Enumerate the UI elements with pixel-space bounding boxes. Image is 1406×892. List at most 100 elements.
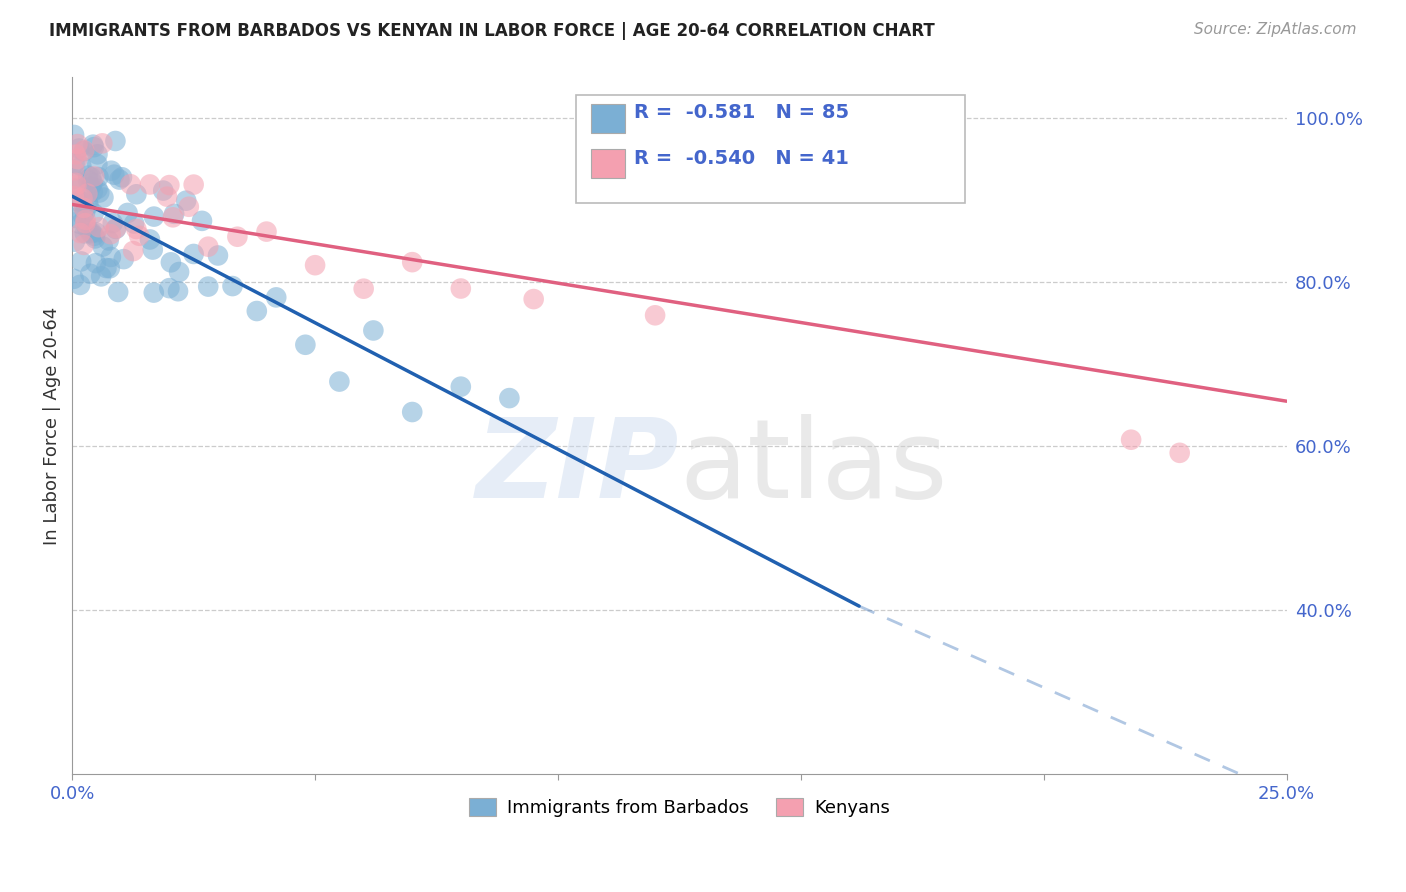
Point	[86, 182, 108, 196]
Point	[191, 214, 214, 228]
Point	[89, 186, 111, 200]
Point	[97, 234, 120, 248]
Legend: Immigrants from Barbados, Kenyans: Immigrants from Barbados, Kenyans	[463, 790, 897, 824]
Point	[401, 255, 423, 269]
Point	[112, 252, 135, 266]
Point	[142, 285, 165, 300]
Point	[73, 205, 96, 219]
Point	[79, 180, 101, 194]
Point	[90, 269, 112, 284]
Point	[80, 170, 103, 185]
Point	[86, 147, 108, 161]
Point	[101, 216, 124, 230]
Point	[207, 248, 229, 262]
Bar	[591, 149, 624, 178]
Point	[177, 200, 200, 214]
Point	[65, 176, 87, 190]
Point	[142, 243, 165, 257]
Point	[72, 191, 94, 205]
Point	[63, 128, 86, 142]
Point	[363, 323, 385, 337]
Point	[644, 308, 666, 322]
Point	[197, 279, 219, 293]
Point	[221, 279, 243, 293]
Point	[122, 217, 145, 231]
Point	[152, 184, 174, 198]
Point	[104, 134, 127, 148]
Point	[79, 267, 101, 281]
Point	[128, 228, 150, 243]
FancyBboxPatch shape	[576, 95, 965, 202]
Point	[73, 227, 96, 241]
Point	[91, 239, 114, 253]
Point	[450, 379, 472, 393]
Point	[84, 225, 107, 239]
Point	[498, 391, 520, 405]
Point	[197, 240, 219, 254]
Point	[75, 216, 97, 230]
Point	[76, 186, 98, 201]
Point	[65, 178, 87, 193]
Point	[63, 157, 86, 171]
Point	[66, 194, 89, 208]
Point	[87, 220, 110, 235]
Point	[83, 140, 105, 154]
Point	[69, 217, 91, 231]
Point	[77, 169, 100, 183]
Point	[103, 168, 125, 182]
Point	[83, 228, 105, 243]
Point	[77, 198, 100, 212]
Point	[82, 176, 104, 190]
Point	[246, 304, 269, 318]
Point	[157, 281, 180, 295]
Point	[83, 169, 105, 184]
Text: Source: ZipAtlas.com: Source: ZipAtlas.com	[1194, 22, 1357, 37]
Point	[66, 137, 89, 152]
Point	[139, 178, 162, 192]
Point	[167, 284, 190, 298]
Point	[156, 189, 179, 203]
Point	[67, 141, 90, 155]
Point	[84, 256, 107, 270]
Point	[226, 229, 249, 244]
Point	[62, 172, 84, 186]
Point	[73, 238, 96, 252]
Text: R =  -0.581   N = 85: R = -0.581 N = 85	[634, 103, 849, 122]
Point	[105, 221, 128, 235]
Point	[70, 254, 93, 268]
Point	[523, 292, 546, 306]
Point	[65, 211, 87, 225]
Point	[62, 189, 84, 203]
Point	[125, 222, 148, 236]
Point	[100, 250, 122, 264]
Point	[256, 225, 278, 239]
Point	[264, 290, 287, 304]
Point	[63, 235, 86, 249]
Point	[183, 247, 205, 261]
Point	[100, 163, 122, 178]
Point	[69, 226, 91, 240]
Point	[76, 220, 98, 235]
Point	[63, 163, 86, 178]
Point	[83, 206, 105, 220]
Text: IMMIGRANTS FROM BARBADOS VS KENYAN IN LABOR FORCE | AGE 20-64 CORRELATION CHART: IMMIGRANTS FROM BARBADOS VS KENYAN IN LA…	[49, 22, 935, 40]
Point	[304, 258, 326, 272]
Point	[142, 210, 165, 224]
Point	[294, 338, 316, 352]
Point	[73, 145, 96, 159]
Point	[108, 172, 131, 186]
Point	[87, 170, 110, 185]
Point	[450, 281, 472, 295]
Point	[80, 226, 103, 240]
Point	[65, 147, 87, 161]
Point	[86, 157, 108, 171]
Point	[96, 260, 118, 275]
Text: ZIP: ZIP	[475, 414, 679, 521]
Point	[84, 231, 107, 245]
Point	[73, 144, 96, 158]
Point	[401, 405, 423, 419]
Point	[70, 159, 93, 173]
Point	[72, 209, 94, 223]
Point	[160, 255, 183, 269]
Text: R =  -0.540   N = 41: R = -0.540 N = 41	[634, 149, 849, 169]
